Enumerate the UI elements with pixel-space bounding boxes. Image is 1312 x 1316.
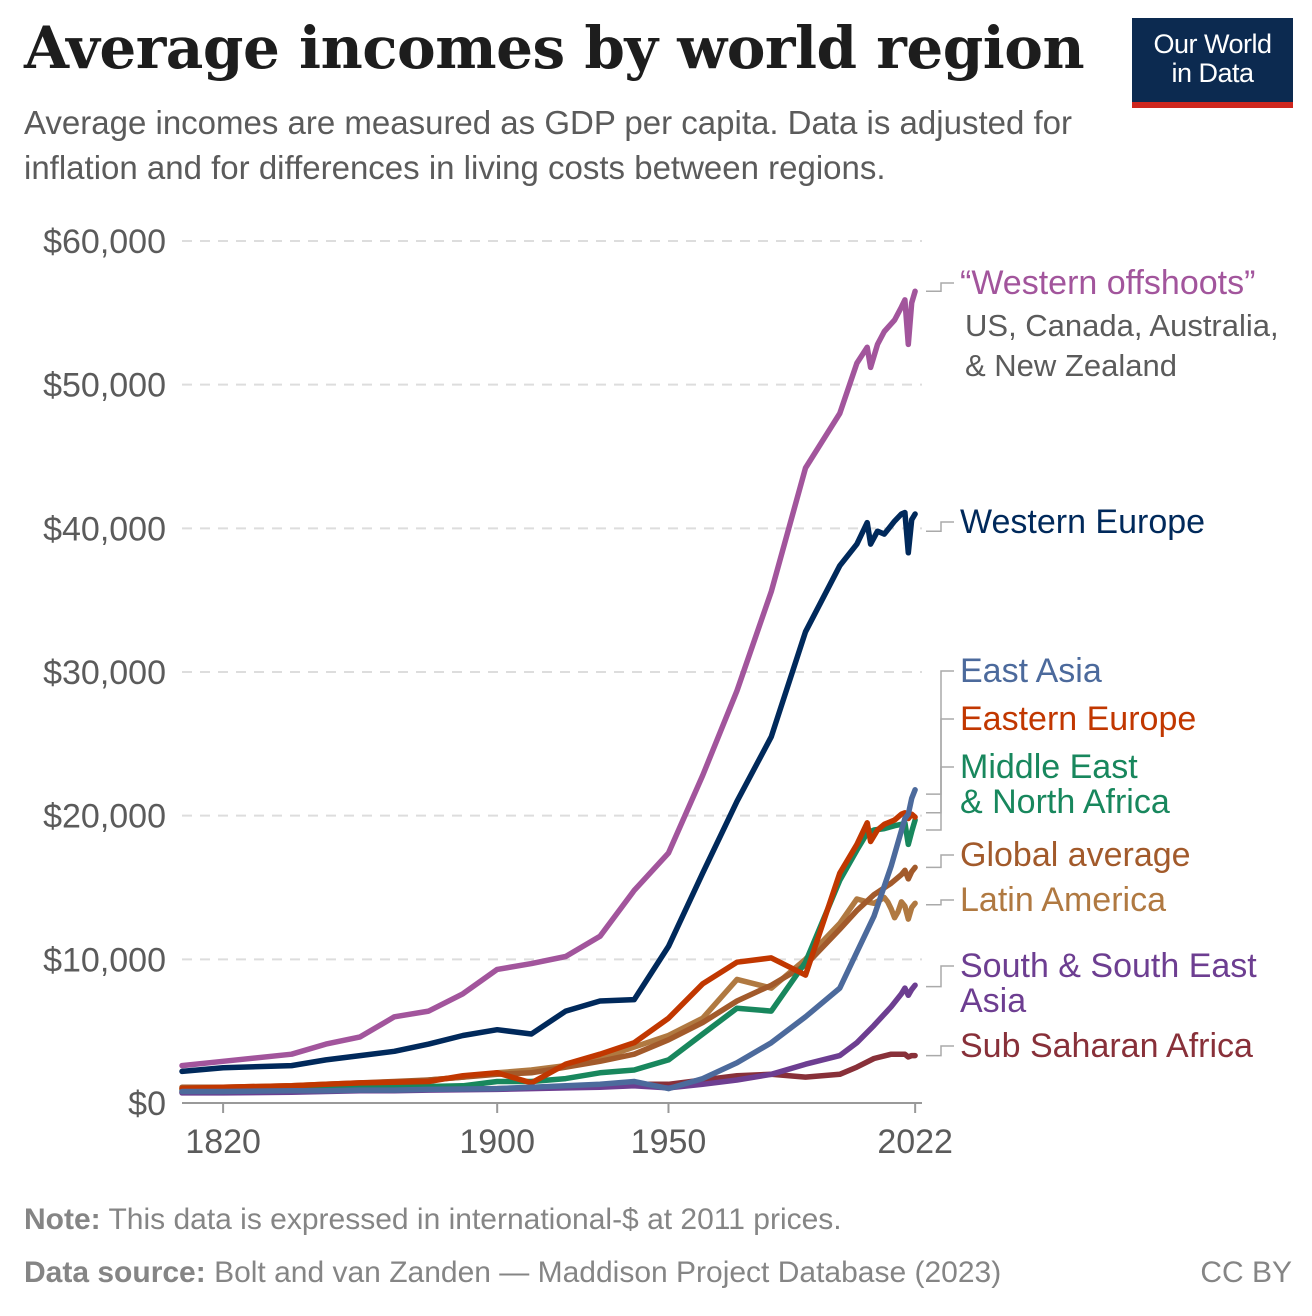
series-label-line: & North Africa: [960, 783, 1170, 821]
license-link[interactable]: CC BY: [1200, 1256, 1292, 1289]
label-connector: [926, 854, 954, 869]
note-label: Note:: [24, 1203, 101, 1236]
series-label: South & South East Asia: [960, 947, 1257, 1020]
series-label-note: US, Canada, Australia,: [965, 308, 1279, 343]
label-connector: [926, 282, 954, 293]
series-labels: “Western offshoots” US, Canada, Australia…: [926, 264, 1279, 1065]
series-lines: [179, 288, 918, 1096]
chart-note: Note: This data is expressed in internat…: [24, 1203, 842, 1237]
chart-subtitle: Average incomes are measured as GDP per …: [24, 104, 1072, 186]
gridlines: [182, 240, 922, 961]
logo-line-1: Our World: [1153, 29, 1272, 59]
y-tick-label: $10,000: [43, 941, 166, 979]
chart-title: Average incomes by world region: [24, 14, 1085, 82]
series-label: Latin America: [960, 881, 1166, 919]
series-label: Global average: [960, 836, 1191, 874]
series-line: [179, 817, 918, 1093]
axes: $0 $10,000 $20,000 $30,000 $40,000 $50,000 $60…: [43, 223, 953, 1161]
series-line: [179, 787, 918, 1095]
series-label: Sub Saharan Africa: [960, 1027, 1253, 1065]
series-label: “Western offshoots”: [960, 264, 1255, 302]
series-label: Eastern Europe: [960, 700, 1196, 738]
note-text: This data is expressed in international-…: [100, 1203, 842, 1236]
source-text: Bolt and van Zanden — Maddison Project D…: [205, 1256, 1002, 1289]
x-tick-label: 1820: [185, 1123, 261, 1161]
source-label: Data source:: [24, 1256, 206, 1289]
y-tick-label: $0: [128, 1085, 166, 1123]
series-line: [179, 509, 918, 1075]
y-tick-label: $40,000: [43, 510, 166, 548]
y-tick-label: $20,000: [43, 798, 166, 836]
x-tick-label: 1900: [459, 1123, 535, 1161]
label-connector: [926, 899, 954, 906]
series-label-note: & New Zealand: [965, 348, 1177, 383]
series-label-line: Middle East: [960, 748, 1138, 786]
series-label-line: South & South East: [960, 947, 1257, 985]
data-source: Data source: Bolt and van Zanden — Maddi…: [24, 1256, 1001, 1290]
line-chart: $0 $10,000 $20,000 $30,000 $40,000 $50,000 $60…: [43, 223, 1279, 1161]
series-label-line: Asia: [960, 982, 1026, 1020]
label-connector: [926, 670, 954, 795]
series-label: Western Europe: [960, 503, 1205, 541]
series-label: Middle East & North Africa: [960, 748, 1170, 821]
label-connector: [926, 965, 954, 988]
y-tick-label: $30,000: [43, 654, 166, 692]
label-connector: [926, 521, 954, 532]
label-connector: [926, 766, 954, 831]
series-line: [179, 810, 918, 1092]
x-tick-label: 1950: [631, 1123, 707, 1161]
y-tick-label: $60,000: [43, 223, 166, 261]
x-tick-label: 2022: [877, 1123, 953, 1161]
series-line: [179, 288, 918, 1069]
series-line: [179, 894, 918, 1092]
y-tick-label: $50,000: [43, 367, 166, 405]
logo-line-2: in Data: [1171, 58, 1254, 88]
series-label: East Asia: [960, 652, 1102, 690]
owid-logo[interactable]: Our World in Data: [1132, 18, 1293, 108]
label-connector: [926, 1045, 954, 1057]
label-connector: [926, 718, 954, 814]
